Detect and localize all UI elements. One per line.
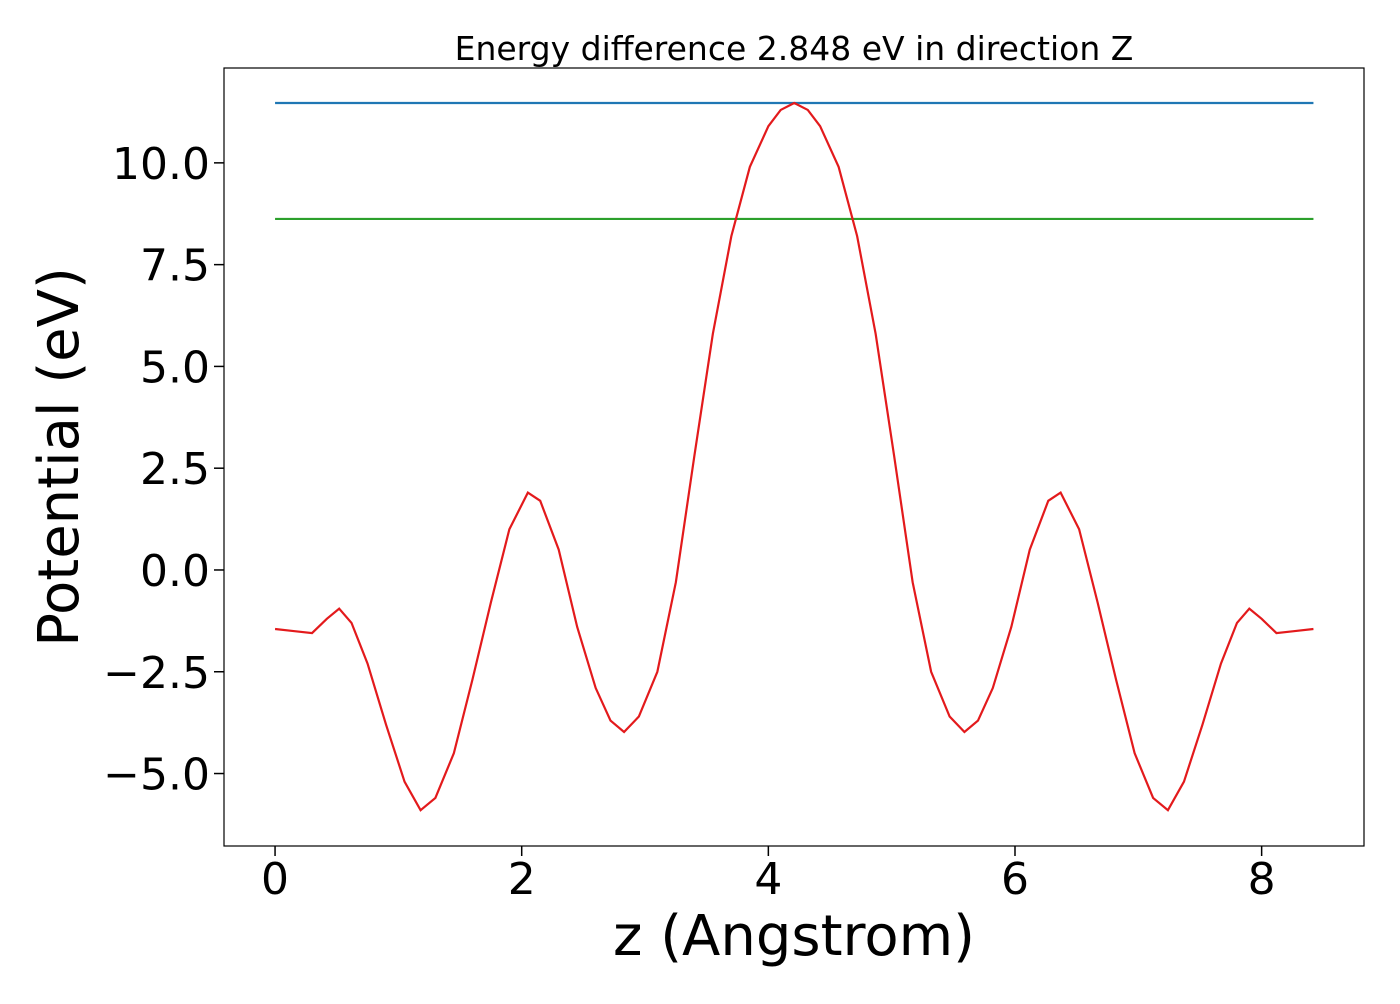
- x-axis-label: z (Angstrom): [613, 904, 975, 969]
- y-tick-label: 0.0: [140, 546, 210, 597]
- plot-frame: [223, 67, 1365, 847]
- x-tick-label: 0: [261, 854, 289, 905]
- y-tick-label: −5.0: [103, 750, 210, 801]
- x-tick-label: 8: [1248, 854, 1276, 905]
- y-tick-label: 5.0: [140, 342, 210, 393]
- y-tick-label: 10.0: [112, 139, 210, 190]
- y-tick-label: 7.5: [140, 241, 210, 292]
- x-tick-label: 2: [508, 854, 536, 905]
- x-tick-label: 4: [754, 854, 782, 905]
- data-line: [274, 101, 1314, 812]
- chart-title: Energy difference 2.848 eV in direction …: [455, 29, 1134, 68]
- x-tick-label: 6: [1001, 854, 1029, 905]
- y-tick-label: −2.5: [103, 648, 210, 699]
- y-tick-label: 2.5: [140, 444, 210, 495]
- y-axis-label: Potential (eV): [27, 267, 92, 647]
